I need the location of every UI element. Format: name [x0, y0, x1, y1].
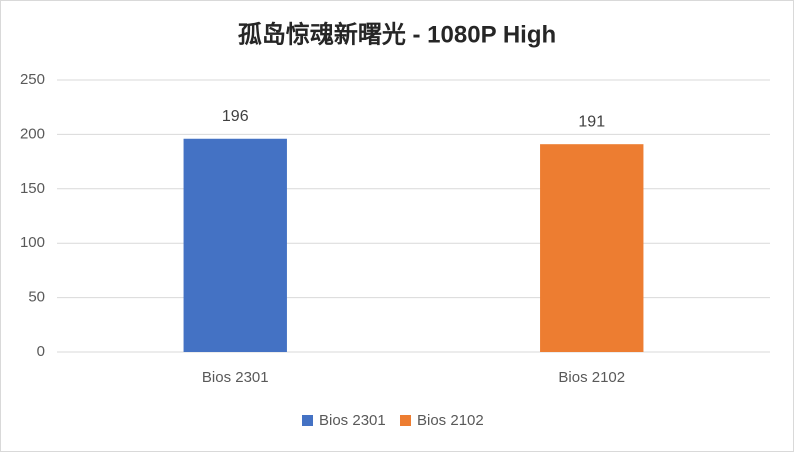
x-tick-label: Bios 2102 — [558, 369, 625, 386]
y-tick-label: 50 — [28, 289, 45, 306]
legend-label: Bios 2301 — [319, 412, 386, 429]
y-tick-label: 150 — [20, 180, 45, 197]
x-tick-label: Bios 2301 — [202, 369, 269, 386]
legend-swatch — [400, 415, 411, 426]
legend-label: Bios 2102 — [417, 412, 484, 429]
y-tick-label: 250 — [20, 71, 45, 88]
data-label: 196 — [222, 108, 249, 125]
y-tick-label: 100 — [20, 234, 45, 251]
bar — [183, 138, 287, 352]
bar — [540, 144, 644, 352]
chart-title: 孤岛惊魂新曙光 - 1080P High — [238, 20, 556, 48]
y-tick-label: 200 — [20, 125, 45, 142]
y-tick-label: 0 — [37, 343, 45, 360]
legend-swatch — [302, 415, 313, 426]
data-label: 191 — [578, 113, 605, 130]
